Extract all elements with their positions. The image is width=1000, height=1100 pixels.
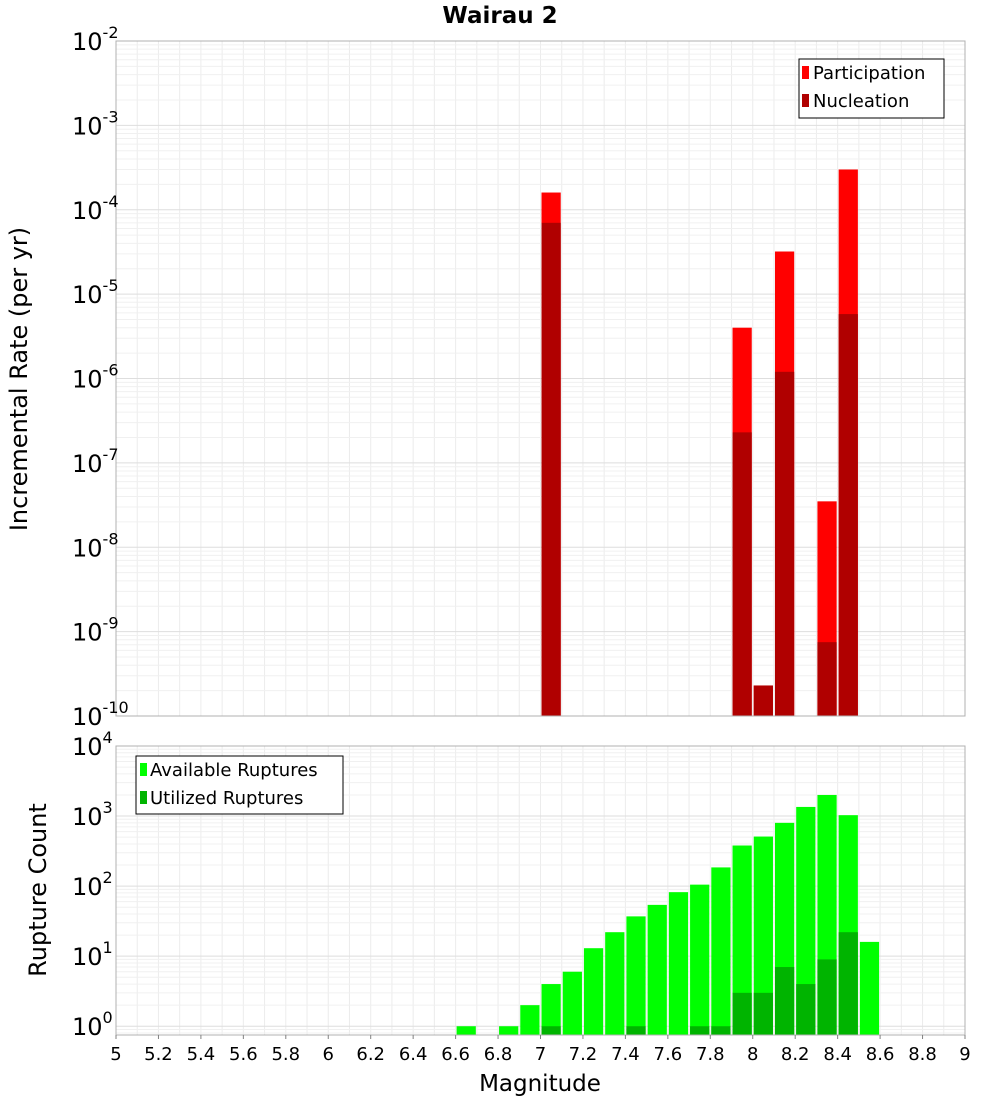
x-tick-label: 7.2: [569, 1044, 598, 1065]
legend-swatch-utilized: [140, 791, 147, 804]
count-panel: 104 103 102 101 100 5 5.2 5.4 5.6 5.8 6 6.2 6.4 6.6 6…: [24, 728, 971, 1097]
count-bar-primary: [520, 1005, 540, 1035]
rate-panel: 10-2 10-3 10-4 10-5 10-6 10-7 10-8 10-9 10-10 In…: [5, 23, 966, 731]
count-bar-primary: [456, 1026, 476, 1035]
count-bar-primary: [753, 836, 773, 1035]
y-tick-label: 100: [72, 1008, 113, 1041]
count-bar-secondary: [732, 992, 752, 1035]
count-bar-primary: [668, 892, 689, 1035]
count-legend: Available Ruptures Utilized Ruptures: [135, 755, 344, 815]
x-tick-label: 7: [535, 1044, 546, 1065]
x-tick-label: 8.6: [866, 1044, 895, 1065]
count-bar-secondary: [753, 992, 773, 1035]
count-bar-primary: [732, 845, 752, 1035]
y-tick-label: 10-10: [72, 698, 129, 731]
rate-y-tick-labels: 10-2 10-3 10-4 10-5 10-6 10-7 10-8 10-9 10-10: [72, 23, 129, 731]
count-bar-secondary: [796, 984, 816, 1035]
rate-bar-secondary: [838, 314, 858, 716]
chart-title: Wairau 2: [442, 3, 557, 29]
rate-legend: Participation Nucleation: [798, 58, 945, 119]
rate-bar-secondary: [732, 432, 752, 716]
count-bar-primary: [562, 971, 582, 1035]
count-bar-secondary: [541, 1026, 561, 1035]
count-bar-secondary: [690, 1026, 710, 1035]
rate-bar-secondary: [774, 371, 795, 716]
count-bar-primary: [647, 904, 667, 1035]
count-bar-secondary: [817, 959, 837, 1035]
legend-label-utilized: Utilized Ruptures: [150, 788, 303, 809]
rate-bars: [541, 169, 858, 717]
x-tick-label: 6: [323, 1044, 334, 1065]
x-tick-label: 7.4: [611, 1044, 640, 1065]
x-tick-label: 8.4: [823, 1044, 852, 1065]
legend-swatch-nucleation: [802, 94, 809, 107]
x-tick-label: 8: [747, 1044, 758, 1065]
legend-label-participation: Participation: [813, 63, 925, 84]
count-y-tick-labels: 104 103 102 101 100: [72, 728, 113, 1041]
x-tick-label: 9: [959, 1044, 970, 1065]
x-tick-label: 6.8: [484, 1044, 513, 1065]
rate-bar-secondary: [541, 222, 561, 716]
x-tick-label: 5: [110, 1044, 121, 1065]
legend-label-nucleation: Nucleation: [813, 91, 909, 112]
rate-legend-box: [798, 58, 945, 119]
y-tick-label: 10-8: [72, 529, 119, 562]
x-tick-label: 7.8: [696, 1044, 725, 1065]
y-tick-label: 104: [72, 728, 113, 761]
x-tick-label: 6.4: [399, 1044, 428, 1065]
x-tick-label: 5.4: [187, 1044, 216, 1065]
legend-swatch-participation: [802, 66, 809, 79]
legend-label-available: Available Ruptures: [150, 760, 318, 781]
y-tick-label: 10-9: [72, 614, 119, 647]
x-tick-label: 7.6: [654, 1044, 683, 1065]
count-y-axis-label: Rupture Count: [24, 803, 52, 977]
y-tick-label: 10-3: [72, 107, 119, 140]
count-bar-secondary: [626, 1026, 646, 1035]
y-tick-label: 10-2: [72, 23, 119, 56]
count-bar-secondary: [838, 932, 858, 1035]
count-bar-primary: [690, 884, 710, 1035]
x-tick-label: 6.2: [356, 1044, 385, 1065]
x-tick-label: 5.2: [144, 1044, 173, 1065]
y-tick-label: 10-7: [72, 445, 119, 478]
count-bar-primary: [583, 948, 604, 1035]
x-tick-label: 6.6: [441, 1044, 470, 1065]
count-grid: [115, 745, 966, 1035]
count-bar-primary: [626, 916, 646, 1035]
count-legend-box: [135, 755, 344, 815]
legend-swatch-available: [140, 763, 147, 776]
count-bar-primary: [541, 984, 561, 1035]
count-bar-primary: [796, 806, 816, 1035]
x-tick-label: 8.2: [781, 1044, 810, 1065]
y-tick-label: 103: [72, 798, 113, 831]
magnitude-x-tick-labels: 5 5.2 5.4 5.6 5.8 6 6.2 6.4 6.6 6.8 7 7.2 7.4 7.6 7.8 8…: [110, 1035, 971, 1065]
count-x-axis-label: Magnitude: [479, 1071, 601, 1097]
y-tick-label: 10-6: [72, 361, 119, 394]
count-bars: [456, 794, 880, 1035]
x-tick-label: 8.8: [908, 1044, 937, 1065]
count-bar-secondary: [774, 967, 795, 1035]
count-bar-primary: [859, 941, 880, 1035]
count-bar-primary: [605, 932, 625, 1035]
y-tick-label: 10-5: [72, 276, 119, 309]
rate-plot-frame: [115, 40, 966, 717]
rate-bar-secondary: [753, 685, 773, 716]
y-tick-label: 101: [72, 938, 113, 971]
x-tick-label: 5.6: [229, 1044, 258, 1065]
x-tick-label: 5.8: [271, 1044, 300, 1065]
rate-y-axis-label: Incremental Rate (per yr): [5, 227, 33, 531]
y-tick-label: 102: [72, 868, 113, 901]
y-tick-label: 10-4: [72, 192, 119, 225]
count-bar-secondary: [711, 1026, 731, 1035]
rate-grid: [115, 40, 966, 717]
rate-bar-secondary: [817, 642, 837, 716]
count-bar-primary: [711, 867, 731, 1035]
count-bar-primary: [499, 1026, 519, 1035]
